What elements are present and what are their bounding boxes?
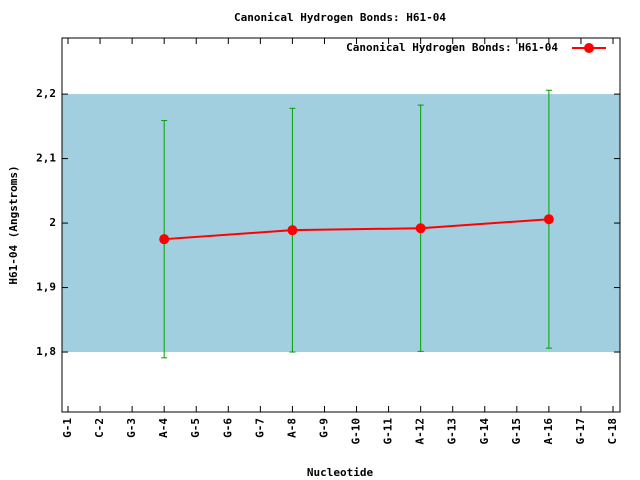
y-tick-label: 1,8 bbox=[36, 345, 56, 358]
x-tick-label: C-18 bbox=[606, 418, 619, 445]
chart-title: Canonical Hydrogen Bonds: H61-04 bbox=[234, 11, 446, 24]
x-tick-label: A-16 bbox=[542, 418, 555, 445]
x-tick-label: G-15 bbox=[510, 418, 523, 445]
x-tick-label: G-5 bbox=[189, 418, 202, 438]
x-tick-label: G-3 bbox=[125, 418, 138, 438]
y-tick-label: 1,9 bbox=[36, 281, 56, 294]
x-tick-label: G-1 bbox=[61, 418, 74, 438]
y-tick-label: 2,1 bbox=[36, 152, 56, 165]
x-tick-label: A-12 bbox=[414, 418, 427, 445]
x-tick-label: G-10 bbox=[350, 418, 363, 445]
x-tick-label: G-9 bbox=[317, 418, 330, 438]
x-tick-label: G-11 bbox=[382, 418, 395, 445]
x-tick-label: G-6 bbox=[221, 418, 234, 438]
y-tick-label: 2,2 bbox=[36, 87, 56, 100]
x-tick-label: G-14 bbox=[478, 418, 491, 445]
plot-frame bbox=[61, 37, 621, 413]
x-axis-label: Nucleotide bbox=[307, 466, 374, 479]
data-point bbox=[415, 223, 426, 234]
shaded-band bbox=[62, 94, 620, 353]
data-point bbox=[287, 225, 298, 236]
data-line bbox=[164, 218, 549, 241]
y-axis-label: H61-04 (Angstroms) bbox=[7, 165, 20, 284]
x-tick-label: G-7 bbox=[253, 418, 266, 438]
data-point bbox=[543, 214, 554, 225]
x-tick-label: G-13 bbox=[446, 418, 459, 445]
x-tick-label: G-17 bbox=[574, 418, 587, 445]
x-tick-label: A-4 bbox=[157, 418, 170, 438]
data-point bbox=[159, 234, 170, 245]
legend-marker bbox=[584, 43, 594, 53]
x-tick-label: A-8 bbox=[285, 418, 298, 438]
legend-label: Canonical Hydrogen Bonds: H61-04 bbox=[346, 41, 558, 54]
x-tick-label: C-2 bbox=[93, 418, 106, 438]
y-tick-label: 2 bbox=[49, 216, 56, 229]
